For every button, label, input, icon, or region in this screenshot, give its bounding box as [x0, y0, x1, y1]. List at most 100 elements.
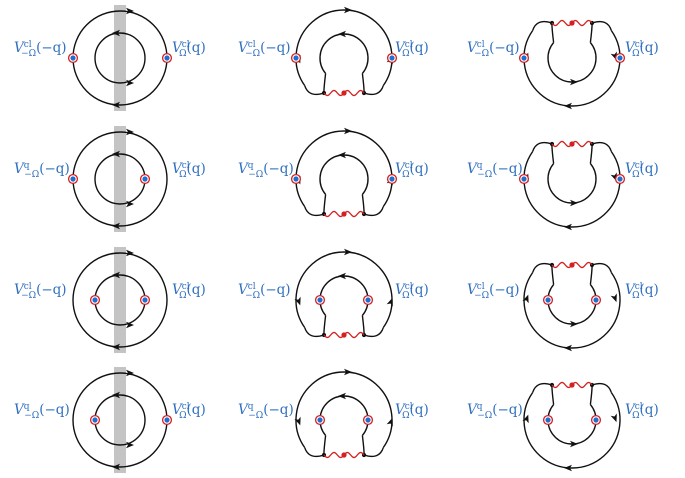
vertex-dot — [521, 55, 527, 61]
arrow-head — [126, 200, 134, 208]
diagram-r1-c2 — [290, 6, 398, 97]
propagator-line — [523, 392, 621, 469]
vertex-label-left: Vcl −Ω(−q) — [238, 40, 291, 59]
vertex-label-right: Vcl Ω(q) — [625, 402, 659, 421]
direction-arrow — [126, 369, 134, 377]
vertex-label-left: Vcl −Ω(−q) — [467, 282, 520, 301]
label-pair-r1-c1: Vcl −Ω(−q) Vcl Ω(q) — [14, 40, 206, 59]
propagator-line — [532, 20, 553, 31]
direction-arrow — [126, 441, 134, 449]
vertex-dot — [617, 55, 623, 61]
arrow-head — [126, 249, 134, 257]
vertex-dot — [593, 297, 599, 303]
propagator-blob — [341, 90, 347, 96]
propagator-line — [523, 151, 621, 228]
vertex-label-left: Vcl −Ω(−q) — [14, 40, 67, 59]
arrow-head — [112, 222, 120, 230]
arrow-head — [570, 199, 578, 207]
vertex-label-right: Vcl Ω(q) — [395, 402, 429, 421]
propagator-line — [323, 194, 327, 215]
shaded-band — [114, 247, 126, 353]
arrow-head — [338, 151, 346, 159]
direction-arrow — [570, 440, 578, 448]
arrow-head — [338, 30, 346, 38]
direction-arrow — [610, 413, 617, 423]
inner-loop — [94, 32, 146, 84]
direction-arrow — [564, 464, 572, 472]
vertex-dot — [293, 176, 299, 182]
label-pair-r3-c3: Vcl −Ω(−q) Vcl Ω(q) — [467, 282, 659, 301]
propagator-blob — [569, 20, 575, 26]
propagator-line — [547, 404, 597, 445]
propagator-blob — [569, 262, 575, 268]
direction-arrow — [338, 272, 346, 280]
propagator-line — [591, 382, 612, 393]
vertex-label-right: Vcl Ω(q) — [625, 282, 659, 301]
direction-arrow — [338, 151, 346, 159]
arrow-head — [338, 272, 346, 280]
propagator-line — [547, 42, 597, 83]
arrow-head — [610, 293, 617, 303]
vertex-label-right: Vcl Ω(q) — [395, 40, 429, 59]
propagator-line — [323, 315, 327, 336]
arrow-head — [294, 416, 301, 426]
arrow-head — [344, 248, 352, 256]
arrow-head — [294, 296, 301, 306]
arrow-head — [386, 297, 393, 307]
arrow-head — [344, 127, 352, 135]
vertex-dot — [293, 55, 299, 61]
direction-arrow — [344, 127, 352, 135]
direction-arrow — [386, 297, 393, 307]
propagator-line — [551, 384, 555, 405]
arrow-head — [344, 6, 352, 14]
direction-arrow — [294, 416, 301, 426]
vertex-label-right: Vcl Ω(q) — [172, 40, 206, 59]
vertex-dot — [164, 417, 170, 423]
propagator-line — [589, 143, 593, 164]
direction-arrow — [112, 101, 120, 109]
arrow-head — [564, 344, 572, 352]
vertex-dot — [389, 176, 395, 182]
vertex-dot — [164, 55, 170, 61]
propagator-line — [523, 30, 621, 107]
propagator-line — [547, 163, 597, 204]
propagator-blob — [341, 211, 347, 217]
direction-arrow — [338, 30, 346, 38]
propagator-line — [551, 143, 555, 164]
direction-arrow — [112, 463, 120, 471]
direction-arrow — [522, 294, 529, 304]
propagator-line — [591, 20, 612, 31]
propagator-line — [295, 371, 393, 448]
propagator-line — [323, 435, 327, 456]
direction-arrow — [338, 392, 346, 400]
diagram-r4-c1 — [72, 367, 173, 473]
direction-arrow — [294, 296, 301, 306]
vertex-label-right: Vcl Ω(q) — [172, 161, 206, 180]
vertex-label-left: Vq −Ω(−q) — [14, 161, 70, 180]
diagram-r4-c2 — [294, 368, 393, 459]
direction-arrow — [610, 293, 617, 303]
diagram-r1-c3 — [518, 19, 626, 110]
arrow-head — [112, 343, 120, 351]
label-pair-r3-c2: Vcl −Ω(−q) Vcl Ω(q) — [238, 282, 429, 301]
vertex-dot — [365, 297, 371, 303]
direction-arrow — [112, 391, 120, 399]
propagator-line — [363, 85, 384, 96]
propagator-line — [589, 384, 593, 405]
vertex-dot — [593, 417, 599, 423]
vertex-dot — [92, 297, 98, 303]
direction-arrow — [386, 417, 393, 427]
label-pair-r1-c2: Vcl −Ω(−q) Vcl Ω(q) — [238, 40, 429, 59]
arrow-head — [570, 320, 578, 328]
diagram-r3-c2 — [294, 248, 393, 339]
propagator-line — [319, 395, 369, 436]
propagator-line — [551, 264, 555, 285]
propagator-line — [319, 154, 369, 195]
arrow-head — [570, 78, 578, 86]
arrow-head — [112, 391, 120, 399]
propagator-line — [532, 382, 553, 393]
diagram-r3-c1 — [72, 247, 168, 353]
propagator-line — [361, 73, 365, 94]
propagator-line — [295, 251, 393, 328]
shaded-band — [114, 367, 126, 473]
